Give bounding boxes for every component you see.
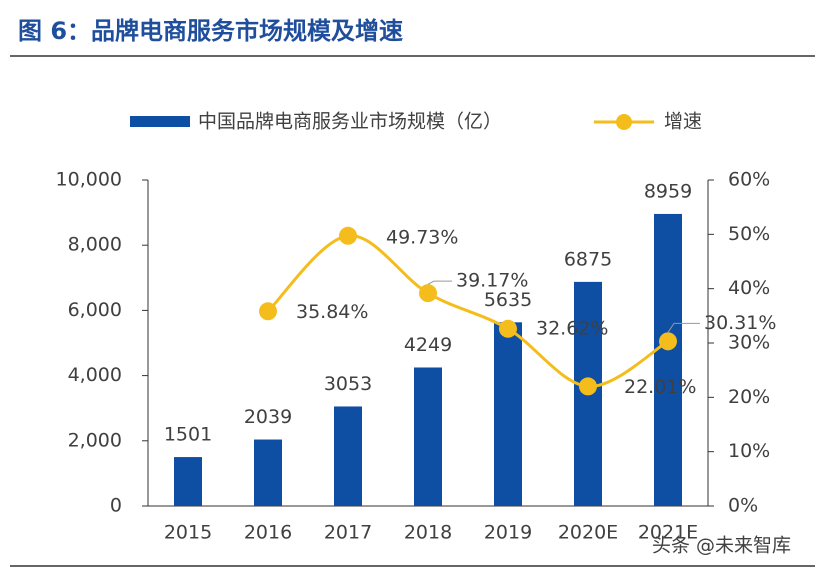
growth-value-label: 22.01% <box>624 376 696 398</box>
bar <box>414 367 442 506</box>
y2-tick-label: 40% <box>728 277 770 299</box>
bar-value-label: 8959 <box>644 180 692 202</box>
y-tick-label: 8,000 <box>68 234 122 256</box>
bar-value-label: 6875 <box>564 248 612 270</box>
y-tick-label: 10,000 <box>56 169 122 191</box>
bar-value-label: 5635 <box>484 289 532 311</box>
legend-swatch <box>616 114 632 130</box>
x-tick-label: 2017 <box>324 522 372 544</box>
growth-point <box>579 377 597 396</box>
bar <box>494 322 522 506</box>
bar <box>334 406 362 506</box>
y-tick-label: 4,000 <box>68 364 122 386</box>
chart-title: 图 6：品牌电商服务市场规模及增速 <box>18 17 403 45</box>
watermark: 头条 @未来智库 <box>652 535 791 557</box>
y-tick-label: 2,000 <box>68 429 122 451</box>
label-leader <box>427 280 452 285</box>
y2-tick-label: 30% <box>728 332 770 354</box>
growth-value-label: 35.84% <box>296 301 368 323</box>
bar-value-label: 2039 <box>244 406 292 428</box>
bar <box>654 213 682 507</box>
growth-point <box>419 284 437 303</box>
bar <box>174 457 202 506</box>
bar <box>254 439 282 506</box>
y2-tick-label: 10% <box>728 440 770 462</box>
bar-value-label: 3053 <box>324 373 372 395</box>
growth-value-label: 30.31% <box>704 312 776 334</box>
bar-value-label: 4249 <box>404 334 452 356</box>
label-leader <box>667 322 700 333</box>
legend-label: 增速 <box>664 111 702 133</box>
growth-value-label: 32.62% <box>536 317 608 339</box>
x-tick-label: 2021E <box>638 522 698 544</box>
y2-tick-label: 20% <box>728 386 770 408</box>
x-tick-label: 2015 <box>164 522 212 544</box>
x-tick-label: 2020E <box>558 522 618 544</box>
growth-point <box>259 302 277 321</box>
bar-value-label: 1501 <box>164 424 212 446</box>
y2-tick-label: 60% <box>728 169 770 191</box>
growth-point <box>659 332 677 351</box>
y2-tick-label: 0% <box>728 495 758 517</box>
y-tick-label: 6,000 <box>68 299 122 321</box>
y-tick-label: 0 <box>110 495 122 517</box>
growth-point <box>499 319 517 338</box>
y2-tick-label: 50% <box>728 223 770 245</box>
growth-point <box>339 226 357 245</box>
growth-value-label: 49.73% <box>386 226 458 248</box>
x-tick-label: 2018 <box>404 522 452 544</box>
growth-value-label: 39.17% <box>456 270 528 292</box>
legend-swatch <box>130 116 190 127</box>
x-tick-label: 2016 <box>244 522 292 544</box>
x-tick-label: 2019 <box>484 522 532 544</box>
legend-label: 中国品牌电商服务业市场规模（亿） <box>198 111 502 133</box>
